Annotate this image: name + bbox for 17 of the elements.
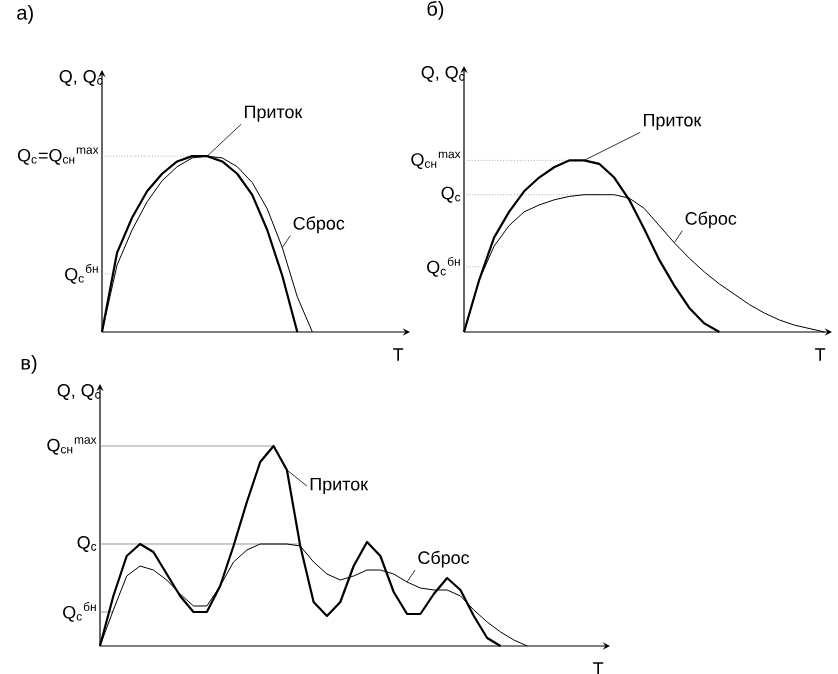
text: Приток <box>644 113 702 130</box>
ref-line-label: Q$_{c}$ <box>77 536 97 552</box>
series-label: Сброс <box>418 550 470 568</box>
x-axis-title: T <box>393 348 404 361</box>
y-axis-title: Q, Q$_{c}$ <box>57 384 101 400</box>
chart-title: в) <box>21 355 37 374</box>
y-axis-title: Q, Q$_{c}$ <box>59 70 103 86</box>
chart-title: б) <box>427 0 444 20</box>
series-label: Сброс <box>293 216 345 234</box>
chart-title: а) <box>17 5 33 24</box>
ref-line-label: Q$_{c}$ <box>441 186 461 203</box>
y-axis-title: Q, Q$_{c}$ <box>421 66 465 82</box>
series-label: Сброс <box>685 211 737 229</box>
text: Приток <box>245 105 303 122</box>
x-axis-title: T <box>593 662 604 674</box>
x-axis-title: T <box>815 348 826 361</box>
legend-label: Приток <box>310 477 369 495</box>
